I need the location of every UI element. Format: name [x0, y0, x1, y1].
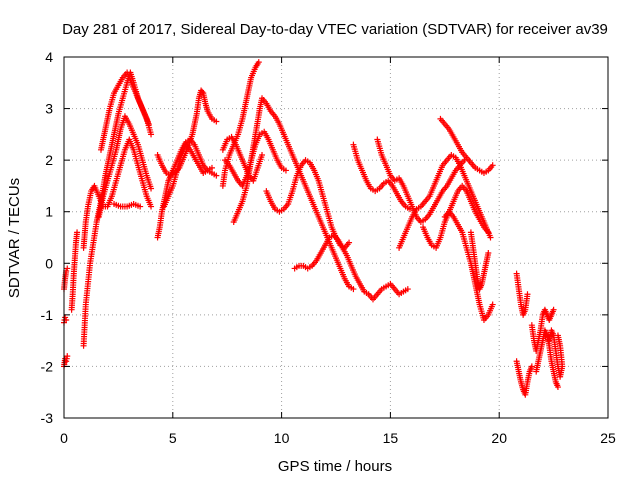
data-point: [199, 88, 206, 95]
data-point: [489, 301, 496, 308]
data-point: [148, 131, 155, 138]
x-axis-label: GPS time / hours: [278, 458, 392, 475]
data-point: [350, 286, 357, 293]
axes: 0 5 10 15 20 25 -3 -2 -1 0 1 2 3 4: [41, 49, 616, 446]
data-point: [137, 203, 144, 210]
data-point: [489, 162, 496, 169]
y-tick-label: -3: [41, 410, 54, 426]
data-point: [145, 121, 152, 128]
x-tick-label: 5: [169, 430, 177, 446]
x-tick-label: 10: [274, 430, 290, 446]
data-point: [255, 59, 262, 66]
y-tick-label: -2: [41, 358, 54, 374]
y-tick-label: 3: [45, 101, 53, 117]
data-point: [346, 239, 353, 246]
data-point: [259, 151, 266, 158]
x-tick-label: 25: [600, 430, 616, 446]
data-point: [64, 353, 71, 360]
data-point: [554, 332, 561, 339]
data-point: [74, 229, 81, 236]
x-tick-label: 0: [60, 430, 68, 446]
y-tick-label: 0: [45, 255, 53, 271]
data-point: [148, 185, 155, 192]
data-point: [213, 118, 220, 125]
data-points: [61, 59, 566, 398]
data-point: [550, 306, 557, 313]
data-point: [282, 167, 289, 174]
y-tick-label: 1: [45, 204, 53, 220]
y-axis-label: SDTVAR / TECUs: [6, 178, 23, 298]
data-point: [208, 164, 215, 171]
data-point: [485, 249, 492, 256]
y-tick-label: 4: [45, 49, 53, 65]
data-point: [64, 265, 71, 272]
chart-title: Day 281 of 2017, Sidereal Day-to-day VTE…: [62, 21, 608, 38]
data-point: [554, 384, 561, 391]
plot-frame: [63, 56, 609, 419]
x-tick-label: 15: [383, 430, 399, 446]
y-tick-label: -1: [41, 307, 54, 323]
grid: [64, 57, 608, 418]
data-point: [148, 203, 155, 210]
data-point: [528, 363, 535, 370]
data-point: [404, 286, 411, 293]
data-point: [213, 172, 220, 179]
y-tick-label: 2: [45, 152, 53, 168]
data-point: [524, 291, 531, 298]
data-point: [485, 229, 492, 236]
x-tick-label: 20: [491, 430, 507, 446]
data-point: [487, 234, 494, 241]
